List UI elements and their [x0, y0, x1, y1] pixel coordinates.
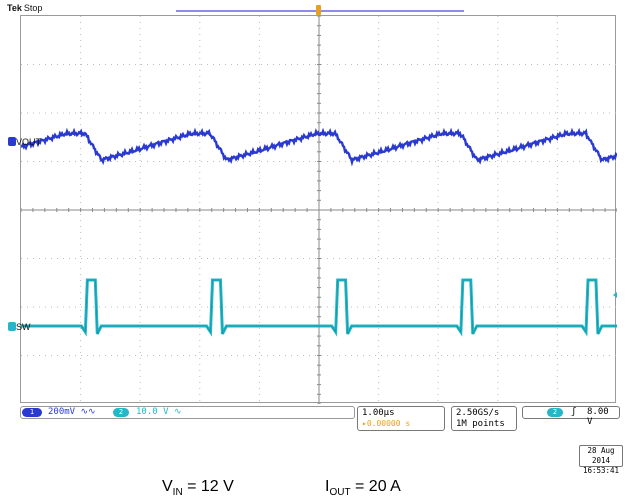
trigger-source-badge: 2: [547, 408, 563, 417]
trigger-position-marker[interactable]: [316, 5, 321, 15]
brand-logo: Tek: [7, 3, 22, 13]
ch1-marker-icon: [8, 137, 16, 146]
ch1-ground-marker[interactable]: VOUT: [8, 137, 41, 147]
ch2-marker-icon: [8, 322, 16, 331]
date-time-readout: 28 Aug 2014 16:53:41: [579, 445, 623, 475]
trigger-level: 8.00 V: [587, 407, 609, 427]
trigger-level-icon: [613, 292, 617, 298]
sw-trace-noise: [21, 279, 617, 335]
delay-value: ▸0.00000 s: [362, 419, 411, 428]
sample-rate: 2.50GS/s: [456, 408, 500, 418]
acquisition-readout[interactable]: 2.50GS/s 1M points: [451, 406, 517, 431]
ch1-scale: 200mV ∿∿: [48, 407, 96, 417]
vin-caption: VIN = 12 V: [162, 478, 234, 498]
acquisition-status: Stop: [23, 3, 43, 13]
oscilloscope-header: Tek Stop: [0, 0, 628, 25]
rising-edge-icon: ʃ: [571, 407, 577, 417]
date-value: 28 Aug 2014: [587, 446, 615, 465]
brand-status: Tek Stop: [7, 3, 42, 13]
ch1-badge[interactable]: 1: [22, 408, 42, 417]
ch2-badge[interactable]: 2: [113, 408, 129, 417]
trigger-readout[interactable]: 2 ʃ 8.00 V: [522, 406, 620, 427]
readout-bar: 1 200mV ∿∿ 2 10.0 V ∿ 1.00µs ▸0.00000 s …: [20, 406, 620, 432]
ch2-label: SW: [16, 322, 31, 332]
graticule: [21, 16, 617, 404]
ch2-scale: 10.0 V ∿: [136, 407, 182, 417]
vout-trace: [21, 127, 617, 167]
ch1-label: VOUT: [16, 137, 42, 147]
channel-readout[interactable]: 1 200mV ∿∿ 2 10.0 V ∿: [20, 406, 355, 419]
record-length: 1M points: [456, 419, 505, 429]
waveform-display[interactable]: [20, 15, 617, 404]
ch2-ground-marker[interactable]: SW: [8, 322, 31, 332]
iout-caption: IOUT = 20 A: [325, 478, 401, 498]
timebase-value: 1.00µs: [362, 408, 395, 418]
horizontal-readout[interactable]: 1.00µs ▸0.00000 s: [357, 406, 445, 431]
time-value: 16:53:41: [582, 466, 620, 475]
